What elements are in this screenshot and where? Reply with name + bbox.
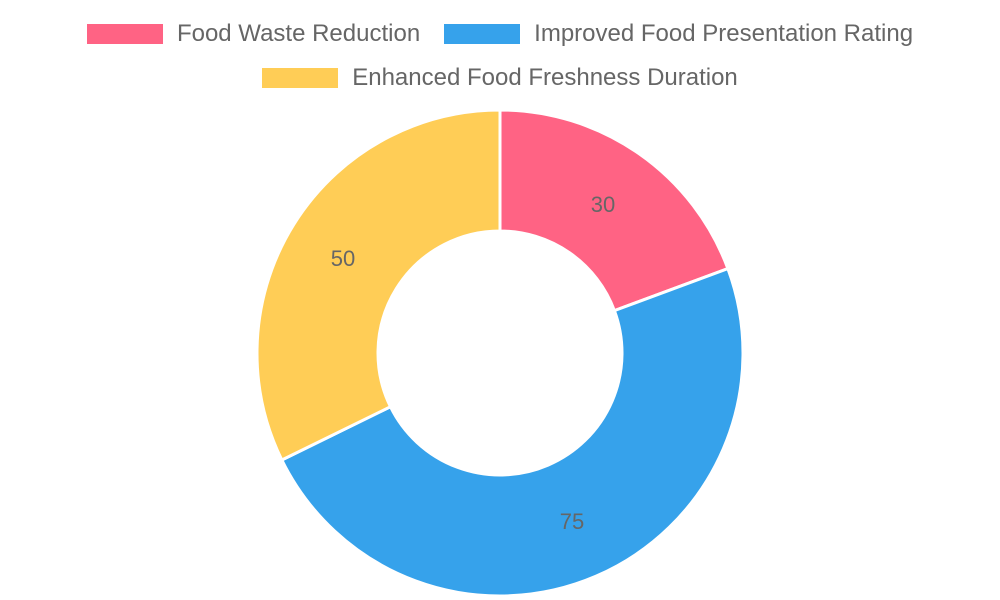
slice-improved-food-presentation-rating[interactable] [279,266,745,598]
slice-label-enhanced-food-freshness-duration: 50 [331,246,355,271]
legend-item-improved-food-presentation-rating[interactable]: Improved Food Presentation Rating [444,20,913,48]
doughnut-slices [255,108,745,598]
slice-food-waste-reduction[interactable] [498,108,730,313]
legend-row-1: Food Waste Reduction Improved Food Prese… [0,20,1000,48]
slice-label-improved-food-presentation-rating: 75 [560,509,584,534]
legend-swatch-pink [86,24,163,44]
legend-label: Food Waste Reduction [176,20,421,47]
legend-item-food-waste-reduction[interactable]: Food Waste Reduction [86,20,421,48]
legend-row-2: Enhanced Food Freshness Duration [0,64,1000,92]
legend-swatch-yellow [262,68,339,88]
legend-label: Enhanced Food Freshness Duration [352,64,738,91]
legend-swatch-blue [444,24,521,44]
legend-item-enhanced-food-freshness-duration[interactable]: Enhanced Food Freshness Duration [262,64,738,92]
legend-label: Improved Food Presentation Rating [534,20,914,47]
slice-enhanced-food-freshness-duration[interactable] [255,108,502,463]
slice-label-food-waste-reduction: 30 [591,192,615,217]
